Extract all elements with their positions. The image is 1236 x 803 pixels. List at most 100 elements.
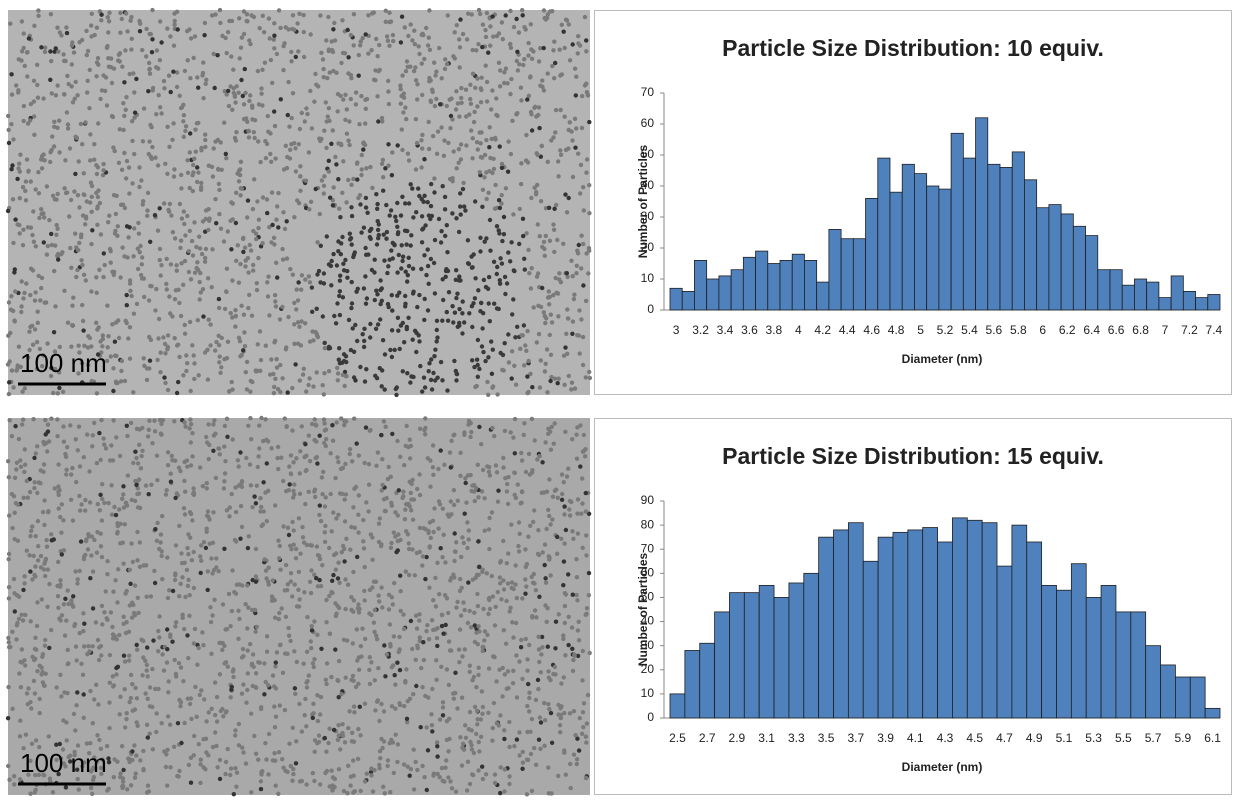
particle — [19, 309, 24, 315]
particle — [430, 133, 436, 139]
particle — [503, 291, 508, 297]
particle — [238, 159, 244, 164]
particle — [564, 331, 569, 336]
particle — [106, 19, 112, 24]
particle — [97, 267, 102, 272]
particle — [125, 473, 131, 478]
particle — [332, 20, 337, 26]
particle — [106, 760, 112, 765]
particle — [454, 378, 459, 383]
particle — [17, 777, 23, 782]
particle — [375, 450, 381, 455]
particle — [487, 125, 492, 130]
particle — [107, 700, 112, 705]
particle — [166, 679, 171, 684]
particle — [554, 290, 559, 295]
particle — [378, 544, 384, 549]
particle — [386, 607, 392, 612]
particle — [204, 719, 209, 724]
particle — [391, 530, 396, 535]
particle — [213, 712, 218, 718]
x-tick-label: 5.6 — [986, 323, 1003, 337]
particle — [492, 780, 498, 786]
particle — [490, 738, 495, 743]
particle — [272, 704, 277, 709]
particle — [539, 652, 544, 657]
particle — [246, 305, 251, 311]
particle — [297, 471, 302, 476]
particle — [61, 518, 66, 523]
particle — [376, 593, 381, 598]
particle — [267, 225, 272, 230]
particle — [393, 510, 398, 515]
particle — [306, 274, 312, 279]
particle — [49, 365, 54, 371]
particle — [532, 185, 537, 190]
particle — [329, 768, 334, 773]
particle — [43, 637, 48, 643]
particle — [522, 256, 527, 261]
particle — [288, 147, 293, 152]
particle — [45, 567, 50, 572]
particle — [190, 188, 195, 194]
particle — [363, 301, 369, 306]
particle — [481, 644, 486, 650]
particle — [484, 196, 489, 202]
particle — [363, 245, 368, 251]
particle — [393, 386, 398, 392]
particle — [370, 557, 375, 562]
particle — [44, 184, 50, 189]
particle — [76, 787, 82, 792]
y-axis-title: Number of Particles — [636, 144, 650, 258]
particle — [114, 435, 119, 440]
particle — [405, 64, 410, 70]
particle — [409, 233, 414, 238]
particle — [9, 491, 15, 497]
particle — [467, 663, 472, 668]
particle — [203, 144, 208, 150]
particle — [383, 424, 388, 429]
particle — [98, 492, 103, 497]
particle — [361, 141, 366, 146]
particle — [408, 380, 413, 385]
particle — [469, 728, 474, 733]
particle — [406, 546, 412, 552]
particle — [148, 283, 153, 289]
particle — [584, 90, 590, 95]
particle — [225, 664, 230, 669]
particle — [187, 185, 192, 191]
particle — [324, 38, 329, 43]
particle — [352, 486, 357, 491]
particle — [367, 587, 373, 593]
particle — [227, 514, 232, 519]
particle — [500, 37, 505, 42]
particle — [84, 52, 90, 58]
particle — [563, 772, 568, 777]
particle — [441, 631, 446, 636]
particle — [385, 270, 390, 276]
particle — [186, 762, 192, 768]
particle — [482, 496, 487, 501]
particle — [458, 473, 463, 478]
particle — [255, 199, 260, 204]
particle — [272, 242, 277, 247]
particle — [234, 582, 240, 587]
particle — [469, 304, 475, 309]
particle — [173, 573, 178, 578]
particle — [456, 647, 462, 652]
particle — [179, 216, 185, 221]
particle — [226, 88, 231, 94]
particle — [510, 681, 516, 686]
bar — [1011, 524, 1028, 719]
particle — [562, 512, 567, 517]
particle — [548, 312, 553, 317]
particle — [420, 389, 425, 394]
particle — [102, 500, 107, 506]
particle — [346, 725, 351, 731]
particle — [233, 100, 238, 105]
particle — [503, 641, 509, 646]
particle — [205, 587, 210, 593]
particle — [401, 612, 406, 617]
particle — [15, 502, 20, 507]
particle — [386, 592, 392, 597]
